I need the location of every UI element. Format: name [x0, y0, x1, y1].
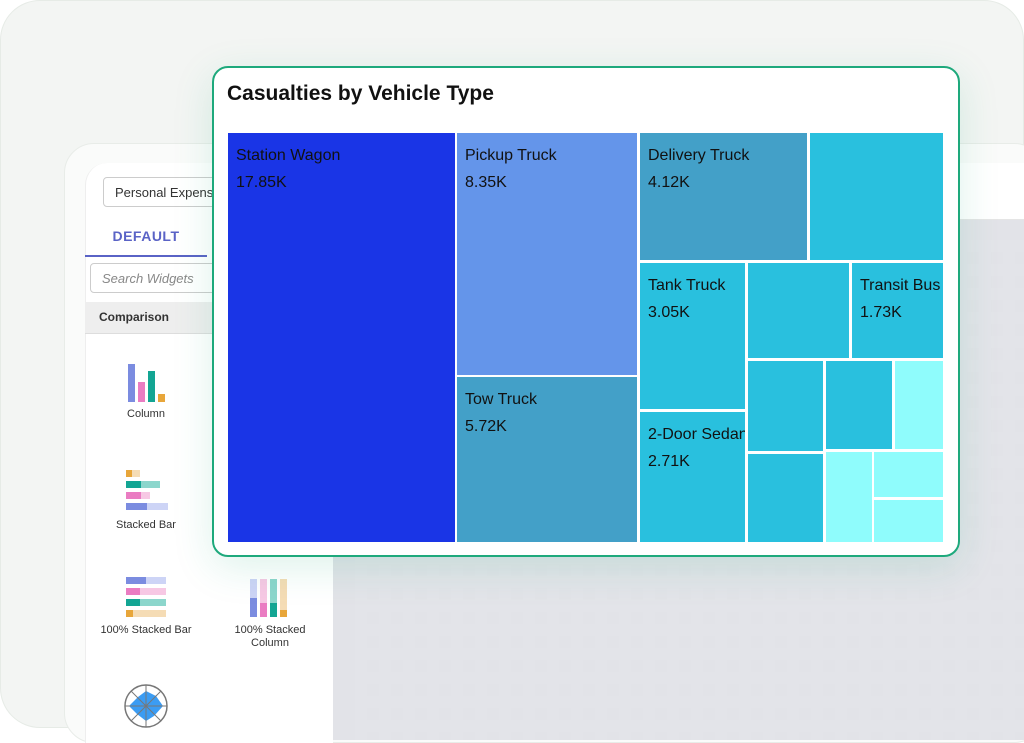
tile-label: Tow Truck	[465, 391, 538, 408]
tile-label: Delivery Truck	[648, 147, 750, 164]
tile-unlabeled[interactable]	[748, 263, 849, 358]
tile-tow-truck[interactable]: Tow Truck 5.72K	[457, 377, 637, 542]
tile-label: Transit Bus	[860, 277, 941, 294]
stacked-bar-chart-icon	[126, 470, 168, 510]
tile-value: 4.12K	[648, 174, 690, 191]
100-stacked-column-chart-icon	[250, 579, 287, 617]
tile-value: 3.05K	[648, 304, 690, 321]
tile-value: 5.72K	[465, 418, 507, 435]
tile-label: 2-Door Sedan	[648, 426, 745, 443]
widget-label: 100% Stacked Column	[234, 624, 306, 649]
tile-unlabeled[interactable]	[874, 500, 943, 542]
tile-tank-truck[interactable]: Tank Truck 3.05K	[640, 263, 745, 409]
tile-label: Station Wagon	[236, 147, 341, 164]
tile-2-door-sedan[interactable]: 2-Door Sedan 2.71K	[640, 412, 745, 542]
tile-transit-bus[interactable]: Transit Bus 1.73K	[852, 263, 943, 358]
widget-stacked-bar[interactable]: Stacked Bar	[96, 469, 196, 532]
widget-label: Stacked Bar	[116, 519, 176, 531]
radar-chart-icon	[124, 684, 168, 728]
tile-value: 2.71K	[648, 453, 690, 470]
tile-label: Pickup Truck	[465, 147, 557, 164]
tile-delivery-truck[interactable]: Delivery Truck 4.12K	[640, 133, 807, 260]
tab-default[interactable]: DEFAULT	[85, 220, 207, 257]
widget-column[interactable]: Column	[96, 362, 196, 421]
tile-unlabeled[interactable]	[874, 452, 943, 497]
widget-radar[interactable]	[96, 683, 196, 735]
tile-label: Tank Truck	[648, 277, 726, 294]
widget-label: 100% Stacked Bar	[100, 624, 192, 636]
widget-label: Column	[127, 408, 165, 420]
widget-100-stacked-bar[interactable]: 100% Stacked Bar	[96, 576, 196, 637]
column-chart-icon	[128, 364, 165, 402]
100-stacked-bar-chart-icon	[126, 577, 166, 617]
tile-unlabeled[interactable]	[810, 133, 943, 260]
widget-100-stacked-column[interactable]: 100% Stacked Column	[220, 576, 320, 650]
tile-unlabeled[interactable]	[826, 361, 892, 449]
tile-unlabeled[interactable]	[748, 454, 823, 542]
tile-station-wagon[interactable]: Station Wagon 17.85K	[228, 133, 455, 542]
chart-title: Casualties by Vehicle Type	[227, 82, 494, 105]
tile-value: 1.73K	[860, 304, 902, 321]
tile-unlabeled[interactable]	[748, 361, 823, 451]
search-widgets-input[interactable]: Search Widgets	[90, 263, 230, 293]
tile-pickup-truck[interactable]: Pickup Truck 8.35K	[457, 133, 637, 375]
dataset-select[interactable]: Personal Expenses	[103, 177, 233, 207]
tile-value: 8.35K	[465, 174, 507, 191]
tile-value: 17.85K	[236, 174, 287, 191]
tile-unlabeled[interactable]	[826, 452, 872, 542]
tile-unlabeled[interactable]	[895, 361, 943, 449]
